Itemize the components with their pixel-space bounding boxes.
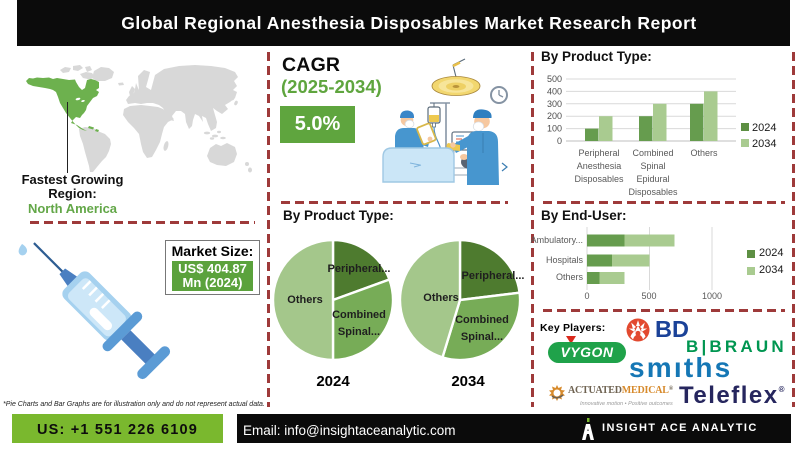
svg-text:Peripheral: Peripheral [578, 148, 619, 158]
svg-text:Disposables: Disposables [628, 187, 678, 197]
svg-text:Others: Others [690, 148, 718, 158]
svg-text:200: 200 [547, 111, 562, 121]
svg-text:Epidural: Epidural [636, 174, 669, 184]
svg-text:400: 400 [547, 86, 562, 96]
svg-text:2034: 2034 [752, 138, 776, 150]
svg-text:500: 500 [547, 74, 562, 84]
svg-text:Spinal: Spinal [640, 161, 665, 171]
svg-text:Disposables: Disposables [574, 174, 624, 184]
svg-text:300: 300 [547, 99, 562, 109]
svg-text:Combined: Combined [632, 148, 673, 158]
svg-text:0: 0 [557, 136, 562, 146]
svg-text:Anesthesia: Anesthesia [577, 161, 622, 171]
svg-text:2024: 2024 [752, 122, 776, 134]
svg-text:100: 100 [547, 124, 562, 134]
